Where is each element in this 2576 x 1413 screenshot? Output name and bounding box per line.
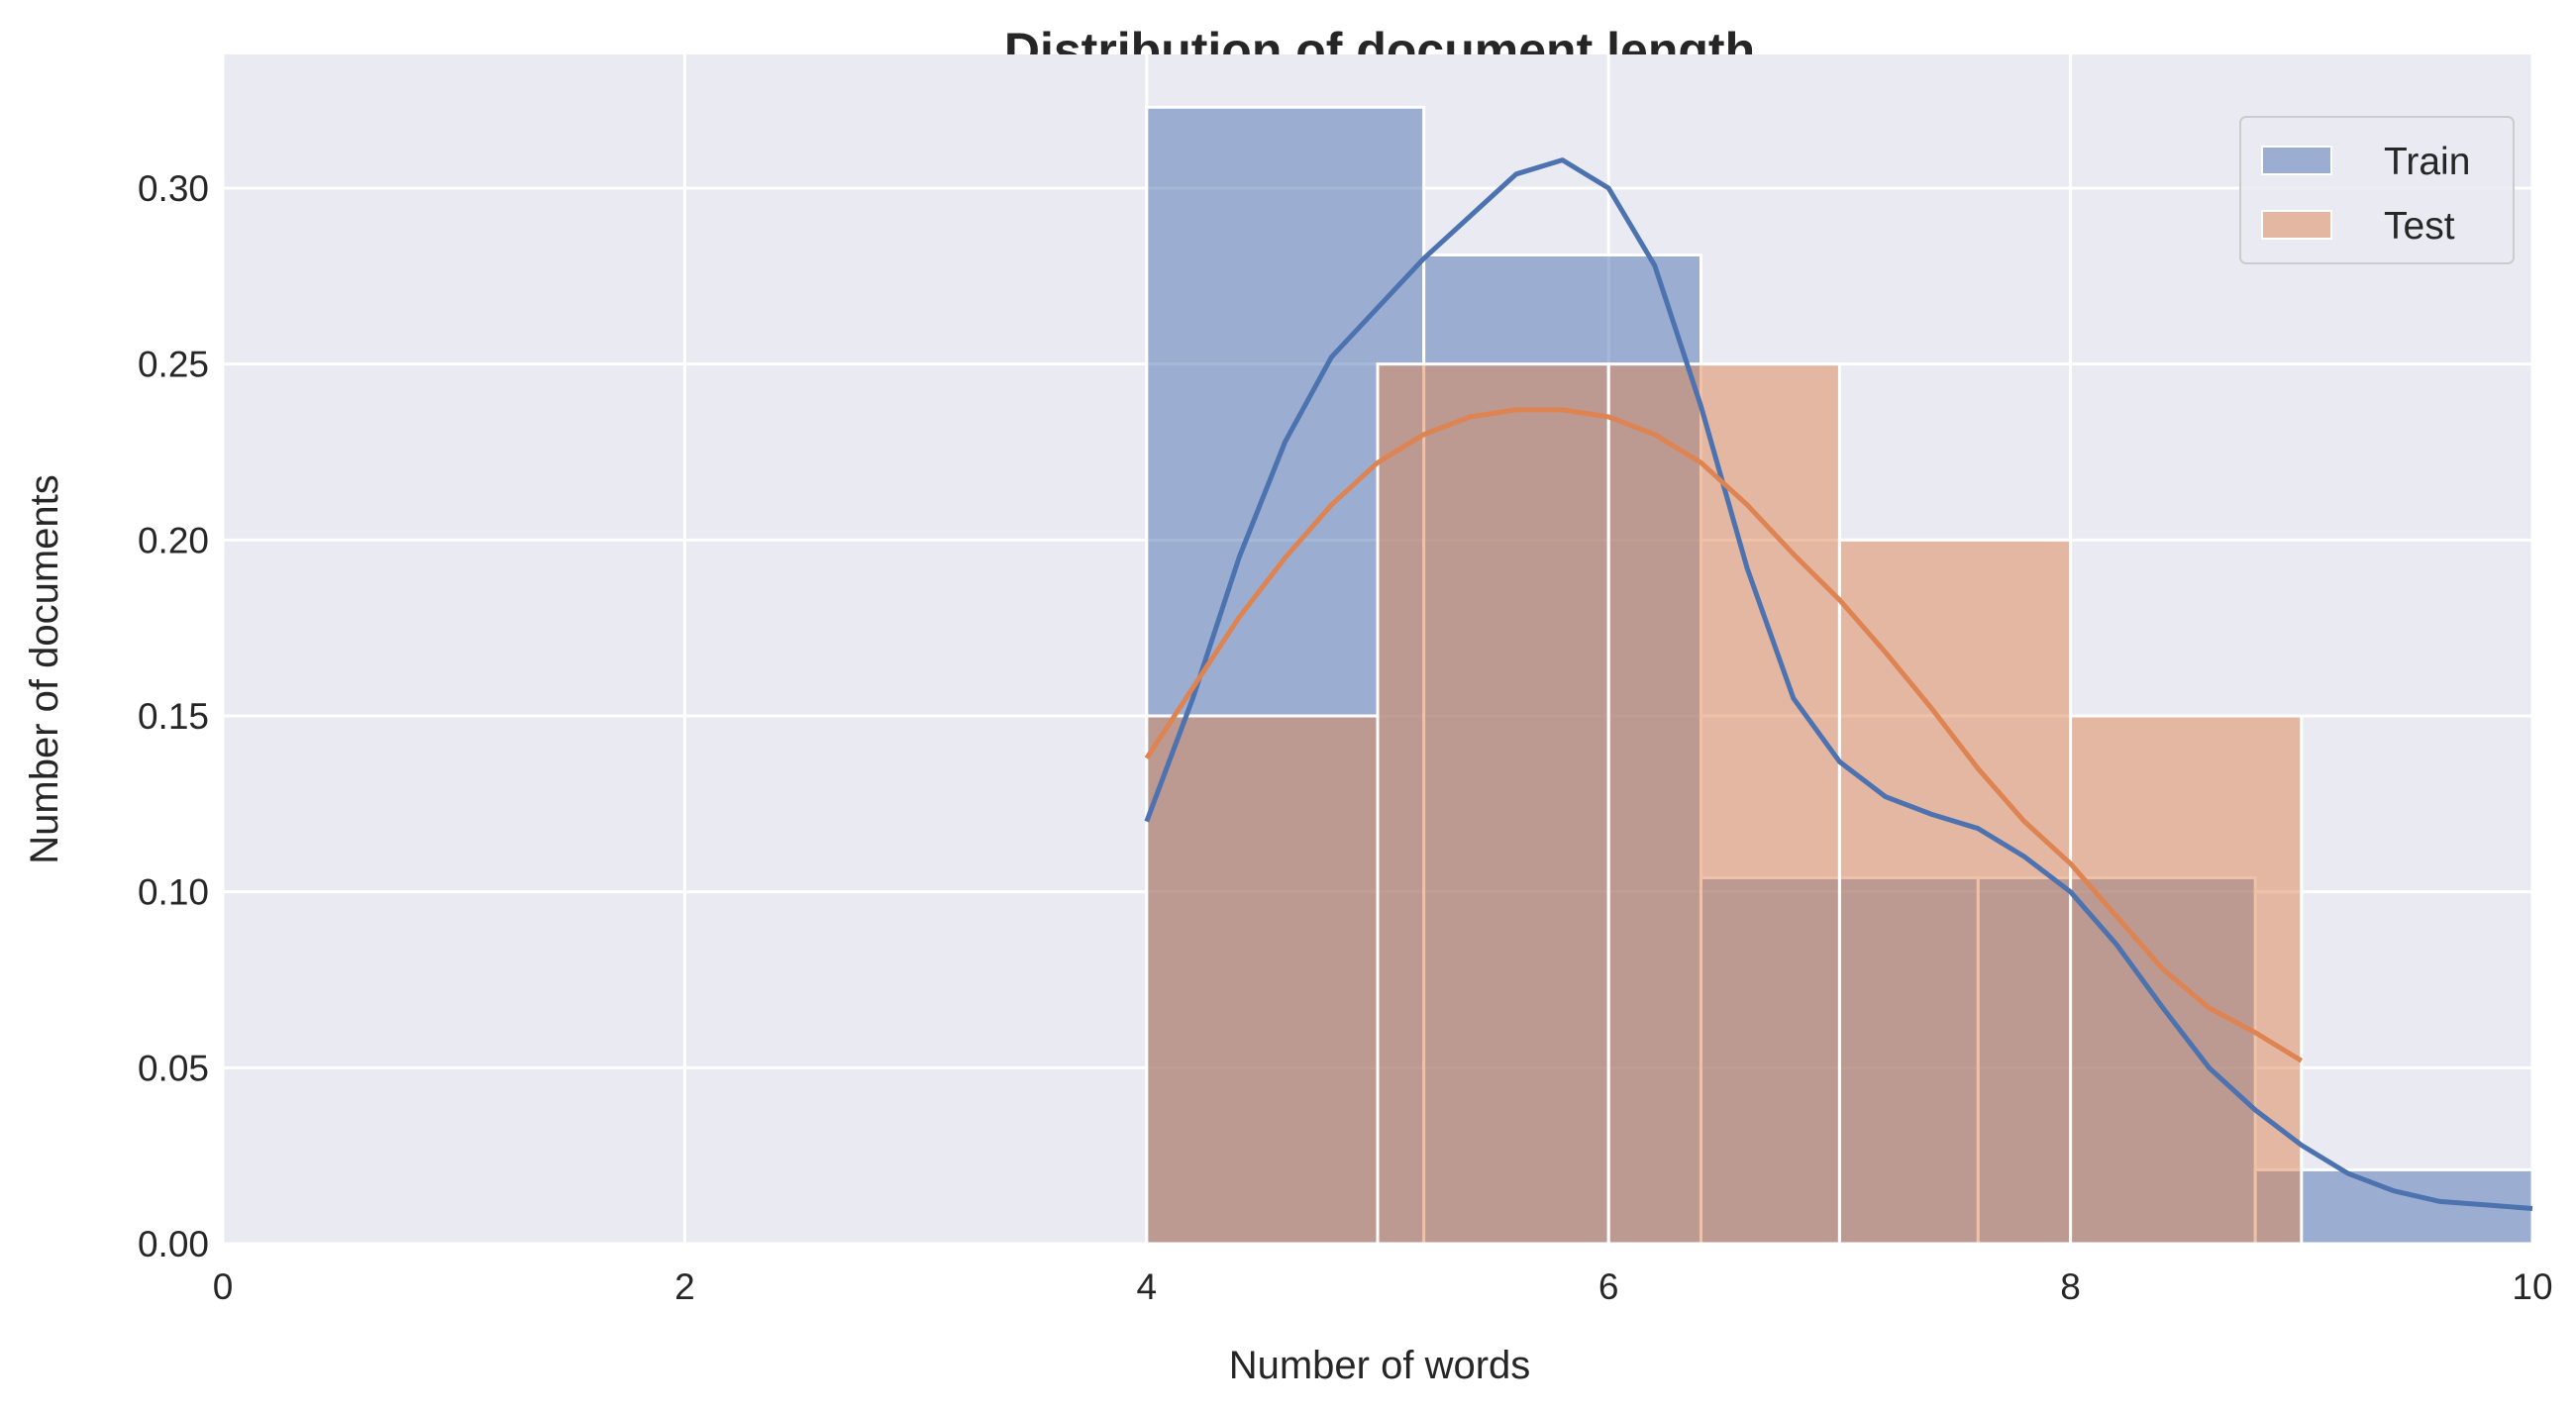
- legend-swatch: [2261, 146, 2332, 175]
- legend-label: Train: [2384, 141, 2470, 183]
- legend: Train Test: [2239, 116, 2515, 264]
- x-tick-label: 10: [2512, 1266, 2552, 1307]
- y-tick-label: 0.15: [138, 696, 209, 737]
- y-tick-labels: 0.00 0.05 0.10 0.15 0.20 0.25 0.30: [138, 168, 209, 1264]
- test-bar: [2069, 714, 2304, 1246]
- y-tick-label: 0.20: [138, 520, 209, 560]
- train-kde-line: [1144, 157, 2533, 1211]
- y-tick-label: 0.30: [138, 168, 209, 209]
- test-kde-line: [1144, 407, 2304, 1063]
- x-tick-label: 0: [213, 1266, 234, 1307]
- y-tick-label: 0.05: [138, 1048, 209, 1088]
- test-bars: [1145, 362, 2304, 1246]
- x-tick-label: 8: [2060, 1266, 2081, 1307]
- test-bar: [1606, 362, 1841, 1246]
- y-axis-label: Number of documents: [23, 474, 66, 864]
- x-axis-label: Number of words: [1229, 1344, 1531, 1387]
- legend-swatch: [2261, 210, 2332, 240]
- legend-label: Test: [2384, 205, 2455, 248]
- test-bar: [1837, 538, 2073, 1246]
- test-bar: [1376, 362, 1610, 1246]
- test-bar: [1145, 714, 1380, 1246]
- x-tick-label: 2: [674, 1266, 695, 1307]
- y-tick-label: 0.10: [138, 872, 209, 913]
- x-tick-label: 6: [1598, 1266, 1619, 1307]
- legend-box: [2239, 116, 2515, 264]
- y-tick-label: 0.25: [138, 345, 209, 385]
- y-tick-label: 0.00: [138, 1224, 209, 1264]
- x-tick-labels: 0 2 4 6 8 10: [213, 1266, 2553, 1307]
- x-tick-label: 4: [1137, 1266, 1158, 1307]
- kde-curves: [1144, 157, 2533, 1211]
